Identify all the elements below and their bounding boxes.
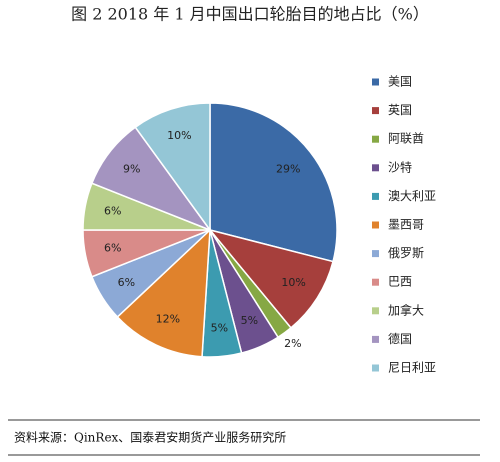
legend-swatch — [372, 78, 379, 86]
legend-label: 英国 — [388, 103, 412, 117]
legend-label: 澳大利亚 — [388, 189, 436, 203]
data-label: 2% — [284, 337, 301, 350]
legend-label: 尼日利亚 — [388, 361, 436, 375]
legend-label: 美国 — [388, 75, 412, 89]
legend-swatch — [372, 307, 379, 315]
legend-label: 俄罗斯 — [388, 246, 424, 260]
pie-slice — [116, 228, 211, 358]
legend-swatch — [372, 135, 379, 143]
data-label: 6% — [104, 242, 121, 255]
data-label: 5% — [211, 322, 228, 335]
data-label: 5% — [241, 314, 258, 327]
legend-swatch — [372, 107, 379, 115]
legend-label: 沙特 — [388, 159, 412, 174]
legend-swatch — [372, 221, 379, 229]
legend-label: 加拿大 — [388, 302, 424, 317]
data-label: 6% — [104, 204, 121, 217]
legend-swatch — [372, 192, 379, 200]
legend-label: 墨西哥 — [388, 218, 424, 232]
legend-swatch — [372, 278, 379, 286]
chart-title: 图 2 2018 年 1 月中国出口轮胎目的地占比（%） — [71, 5, 429, 24]
data-label: 10% — [281, 276, 305, 289]
legend-swatch — [372, 335, 379, 343]
pie-slice — [209, 102, 338, 263]
data-label: 10% — [167, 129, 191, 142]
data-label: 9% — [123, 162, 140, 175]
legend-swatch — [372, 164, 379, 172]
pie-slice — [207, 228, 334, 329]
data-label: 12% — [156, 313, 180, 326]
pie-slice — [134, 102, 211, 233]
data-label: 6% — [118, 276, 135, 289]
legend-swatch — [372, 250, 379, 258]
legend-label: 德国 — [388, 331, 412, 346]
legend-label: 巴西 — [388, 275, 412, 289]
legend-swatch — [372, 364, 379, 372]
data-label: 29% — [276, 162, 300, 175]
source-note: 资料来源：QinRex、国泰君安期货产业服务研究所 — [14, 430, 286, 445]
legend-label: 阿联酋 — [388, 131, 424, 146]
